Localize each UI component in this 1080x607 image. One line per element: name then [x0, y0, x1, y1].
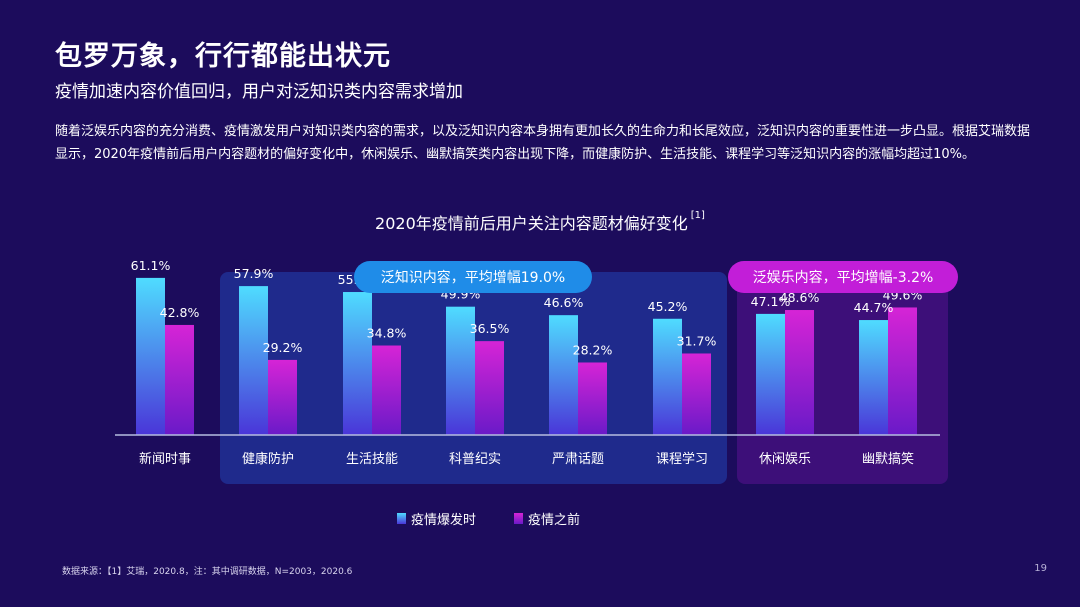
- data-label-outbreak-4: 46.6%: [544, 295, 584, 310]
- bar-outbreak-2: [343, 292, 372, 435]
- data-label-before-6: 48.6%: [780, 290, 820, 305]
- x-tick-label-6: 休闲娱乐: [759, 452, 811, 467]
- bar-before-2: [372, 345, 401, 435]
- chart-title-container: 2020年疫情前后用户关注内容题材偏好变化 [1]: [0, 210, 1080, 234]
- bar-before-3: [475, 341, 504, 435]
- bar-outbreak-7: [859, 320, 888, 435]
- bar-outbreak-5: [653, 318, 682, 435]
- data-label-outbreak-0: 61.1%: [131, 258, 171, 273]
- bar-before-4: [578, 362, 607, 435]
- bar-before-1: [268, 359, 297, 435]
- data-label-outbreak-5: 45.2%: [648, 299, 688, 314]
- bar-before-5: [682, 353, 711, 435]
- data-label-before-4: 28.2%: [573, 342, 613, 357]
- x-tick-label-0: 新闻时事: [139, 451, 191, 467]
- data-label-before-5: 31.7%: [677, 333, 717, 348]
- x-tick-label-5: 课程学习: [656, 451, 708, 467]
- group-pill-label-1: 泛娱乐内容，平均增幅-3.2%: [753, 269, 934, 286]
- bar-outbreak-3: [446, 306, 475, 435]
- legend-label-1: 疫情之前: [528, 512, 580, 528]
- x-tick-label-1: 健康防护: [242, 451, 294, 467]
- data-label-outbreak-6: 47.1%: [751, 294, 791, 309]
- legend-swatch-0: [397, 513, 406, 524]
- bar-outbreak-1: [239, 286, 268, 435]
- legend-label-0: 疫情爆发时: [411, 512, 476, 528]
- slide-subtitle: 疫情加速内容价值回归，用户对泛知识类内容需求增加: [55, 82, 463, 102]
- x-tick-label-4: 严肃话题: [552, 452, 604, 467]
- chart-title-note: [1]: [690, 210, 705, 221]
- group-pill-0: [354, 261, 592, 293]
- data-label-before-2: 34.8%: [367, 326, 407, 341]
- x-tick-label-7: 幽默搞笑: [862, 451, 914, 467]
- data-label-outbreak-7: 44.7%: [854, 300, 894, 315]
- data-source-note: 数据来源：【1】艾瑞，2020.8，注：其中调研数据，N=2003，2020.6: [62, 567, 353, 577]
- data-label-before-1: 29.2%: [263, 340, 303, 355]
- chart-title: 2020年疫情前后用户关注内容题材偏好变化: [375, 214, 688, 233]
- group-pill-label-0: 泛知识内容，平均增幅19.0%: [381, 269, 565, 286]
- slide-title: 包罗万象，行行都能出状元: [55, 41, 391, 72]
- bar-outbreak-0: [136, 277, 165, 435]
- group-pill-1: [728, 261, 958, 293]
- legend-swatch-1: [514, 513, 523, 524]
- page-number: 19: [1034, 563, 1047, 574]
- data-label-before-3: 36.5%: [470, 321, 510, 336]
- bar-before-0: [165, 324, 194, 435]
- bar-before-6: [785, 310, 814, 435]
- data-label-outbreak-1: 57.9%: [234, 266, 274, 281]
- body-paragraph: 随着泛娱乐内容的充分消费、疫情激发用户对知识类内容的需求，以及泛知识内容本身拥有…: [55, 124, 1031, 162]
- x-tick-label-2: 生活技能: [346, 452, 398, 467]
- bar-before-7: [888, 307, 917, 435]
- bar-outbreak-4: [549, 315, 578, 435]
- data-label-before-0: 42.8%: [160, 305, 200, 320]
- x-tick-label-3: 科普纪实: [449, 452, 501, 467]
- bar-outbreak-6: [756, 313, 785, 435]
